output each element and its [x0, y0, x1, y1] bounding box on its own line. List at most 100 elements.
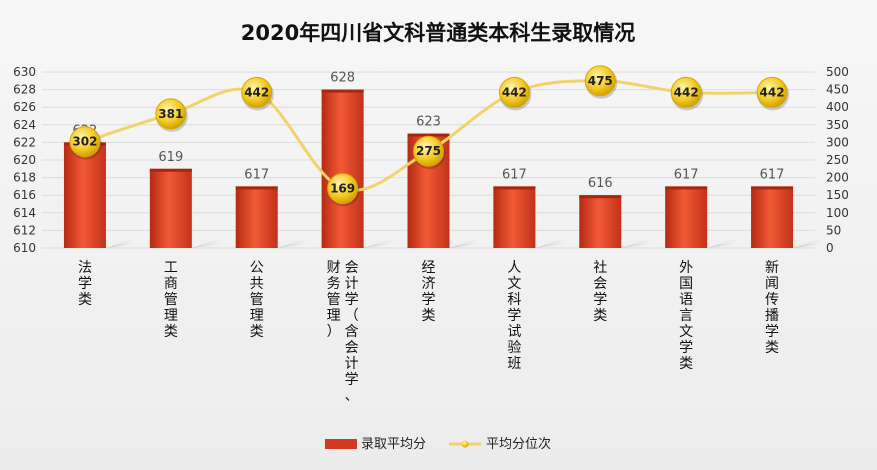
- bar-top-edge: [407, 133, 450, 137]
- bar-data-label: 617: [674, 167, 699, 182]
- bar: [63, 142, 106, 248]
- y2-tick-label: 500: [826, 65, 849, 79]
- line-marker: [241, 76, 273, 108]
- bar-top-edge: [665, 186, 708, 190]
- category-label-char: 管: [327, 292, 341, 308]
- category-label-char: 财: [327, 260, 341, 276]
- y-tick-label: 622: [13, 135, 36, 149]
- category-label-char: 试: [507, 324, 521, 340]
- line-data-label: 302: [72, 135, 97, 149]
- legend-swatch-bar: [325, 439, 357, 449]
- line-data-label: 169: [330, 182, 355, 196]
- category-label-char: 类: [164, 324, 178, 340]
- bar-shadow: [363, 238, 394, 248]
- category-label-char: 管: [164, 292, 178, 308]
- y-tick-label: 620: [13, 153, 36, 167]
- category-label-char: 学: [78, 276, 92, 292]
- y-tick-label: 616: [13, 188, 36, 202]
- category-label-char: 人: [507, 260, 521, 276]
- y2-tick-label: 200: [826, 171, 849, 185]
- legend: 录取平均分 平均分位次: [325, 436, 551, 452]
- bar-shadow: [105, 238, 136, 248]
- bar-shadow: [535, 238, 566, 248]
- category-label-char: 公: [250, 260, 264, 276]
- line-marker: [756, 76, 788, 108]
- bar-data-label: 617: [502, 167, 527, 182]
- bar-shadow: [793, 238, 824, 248]
- y2-tick-label: 300: [826, 135, 849, 149]
- category-label-char: 学: [345, 292, 359, 308]
- y2-tick-label: 250: [826, 153, 849, 167]
- category-label-char: 类: [78, 292, 92, 308]
- line-marker: [584, 65, 616, 97]
- category-label-char: 含: [345, 324, 359, 340]
- y-tick-label: 612: [13, 223, 36, 237]
- y-tick-label: 628: [13, 83, 36, 97]
- category-label-char: 外: [679, 260, 693, 276]
- line-data-label: 475: [588, 74, 613, 88]
- y-tick-label: 624: [13, 118, 36, 132]
- category-label-char: 工: [164, 260, 178, 276]
- category-label-char: 学: [593, 292, 607, 308]
- category-label-char: 经: [422, 260, 436, 276]
- bar-top-edge: [149, 168, 192, 172]
- category-label-char: 学: [507, 308, 521, 324]
- category-label-char: 理: [164, 308, 178, 324]
- bar-top-edge: [235, 186, 278, 190]
- bar: [665, 186, 708, 248]
- y2-tick-label: 100: [826, 206, 849, 220]
- bar-data-label: 623: [416, 115, 441, 130]
- bar: [149, 168, 192, 248]
- category-label-char: 会: [345, 260, 359, 276]
- bar: [751, 186, 794, 248]
- bar-data-label: 628: [330, 71, 355, 86]
- category-label-char: 济: [422, 276, 436, 292]
- legend-swatch-marker: [461, 440, 469, 448]
- category-label-char: 商: [164, 276, 178, 292]
- y2-tick-label: 350: [826, 118, 849, 132]
- line-marker: [413, 135, 444, 167]
- category-label-char: 理: [327, 308, 341, 324]
- category-label-char: 、: [345, 388, 359, 404]
- line-data-label: 442: [760, 85, 785, 99]
- category-label-char: 学: [422, 292, 436, 308]
- chart-title: 2020年四川省文科普通类本科生录取情况: [241, 21, 635, 45]
- line-data-label: 442: [502, 85, 527, 99]
- category-label-char: 国: [679, 276, 693, 292]
- category-label-char: 类: [679, 356, 693, 372]
- category-label-char: 学: [765, 324, 779, 340]
- category-label-char: 语: [679, 292, 693, 308]
- category-label-char: 计: [345, 356, 359, 372]
- bar-data-label: 617: [760, 167, 785, 182]
- y2-tick-label: 0: [826, 241, 834, 255]
- bar-shadow: [277, 238, 308, 248]
- category-label-char: 类: [765, 340, 779, 356]
- y2-tick-label: 450: [826, 83, 849, 97]
- bar: [579, 195, 622, 248]
- bar-data-label: 617: [244, 167, 269, 182]
- category-label-char: 言: [679, 308, 693, 324]
- bar-shadow: [707, 238, 738, 248]
- bar-top-edge: [493, 186, 536, 190]
- line-marker: [327, 173, 359, 205]
- category-label-char: 文: [507, 276, 521, 292]
- category-label-char: 播: [765, 308, 779, 324]
- category-label-char: 会: [345, 340, 359, 356]
- bar-top-edge: [751, 186, 794, 190]
- line-marker: [498, 76, 530, 108]
- category-label-char: 理: [250, 308, 264, 324]
- category-label-char: 班: [507, 356, 521, 372]
- bar-data-label: 616: [588, 176, 613, 191]
- bar-shadow: [191, 238, 222, 248]
- y2-tick-label: 150: [826, 188, 849, 202]
- bar-data-label: 619: [158, 150, 183, 165]
- category-label-char: 文: [679, 324, 693, 340]
- bar-top-edge: [321, 89, 364, 93]
- line-data-label: 442: [244, 85, 269, 99]
- line-marker: [670, 76, 702, 108]
- bar: [321, 89, 364, 248]
- category-label-char: 社: [593, 260, 607, 276]
- bar-shadow: [621, 238, 652, 248]
- line-data-label: 275: [416, 144, 441, 158]
